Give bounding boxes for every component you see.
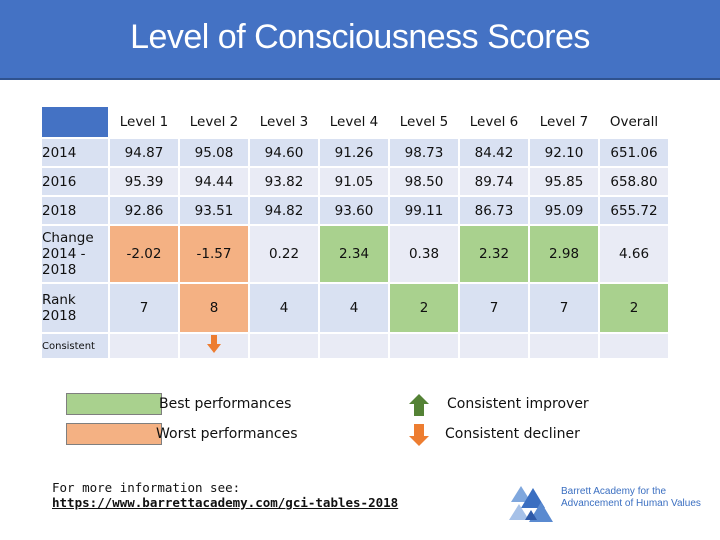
cell: 93.82 (250, 168, 318, 195)
cell: 4 (250, 284, 318, 332)
cell: 94.87 (110, 139, 178, 166)
cell (600, 334, 668, 358)
logo-text: Barrett Academy for the Advancement of H… (561, 486, 701, 510)
title-bar (0, 0, 720, 80)
cell: 94.82 (250, 197, 318, 224)
cell: 93.60 (320, 197, 388, 224)
row-label: Change 2014 - 2018 (42, 226, 108, 282)
cell: 651.06 (600, 139, 668, 166)
cell: 94.60 (250, 139, 318, 166)
footer: For more information see: https://www.ba… (52, 480, 398, 510)
cell: 655.72 (600, 197, 668, 224)
col-header: Level 5 (399, 114, 449, 130)
worst-swatch (66, 423, 162, 445)
header-row: Level 1 Level 2 Level 3 Level 4 Level 5 … (42, 107, 668, 137)
best-legend-label: Best performances (159, 396, 292, 412)
table-row: 2016 95.39 94.44 93.82 91.05 98.50 89.74… (42, 168, 668, 195)
cell (250, 334, 318, 358)
row-label: 2016 (42, 168, 108, 195)
cell: 95.39 (110, 168, 178, 195)
row-label: Consistent (42, 334, 108, 358)
cell: 2.34 (320, 226, 388, 282)
logo-line-1: Barrett Academy for the (561, 486, 667, 497)
cell: 93.51 (180, 197, 248, 224)
improver-arrow-icon (409, 394, 429, 416)
scores-table: Level 1 Level 2 Level 3 Level 4 Level 5 … (40, 105, 670, 360)
cell: 7 (460, 284, 528, 332)
cell: 99.11 (390, 197, 458, 224)
table-row: 2018 92.86 93.51 94.82 93.60 99.11 86.73… (42, 197, 668, 224)
cell: -2.02 (110, 226, 178, 282)
cell: 658.80 (600, 168, 668, 195)
footer-link[interactable]: https://www.barrettacademy.com/gci-table… (52, 495, 399, 510)
cell: 95.08 (180, 139, 248, 166)
cell: 94.44 (180, 168, 248, 195)
cell: 98.50 (390, 168, 458, 195)
logo-mark-icon (509, 486, 553, 522)
col-header: Overall (609, 114, 659, 130)
cell: 4.66 (600, 226, 668, 282)
worst-legend-label: Worst performances (156, 426, 298, 442)
cell (530, 334, 598, 358)
cell: 2 (390, 284, 458, 332)
col-header: Level 6 (469, 114, 519, 130)
cell: 89.74 (460, 168, 528, 195)
table-row: Change 2014 - 2018 -2.02 -1.57 0.22 2.34… (42, 226, 668, 282)
cell: 91.26 (320, 139, 388, 166)
cell: 91.05 (320, 168, 388, 195)
row-label: Rank 2018 (42, 284, 108, 332)
corner-cell (42, 107, 108, 137)
improver-legend-label: Consistent improver (447, 396, 589, 412)
cell (320, 334, 388, 358)
col-header: Level 1 (119, 114, 169, 130)
cell: 7 (110, 284, 178, 332)
cell: 7 (530, 284, 598, 332)
footer-text: For more information see: (52, 480, 241, 495)
table-row: Rank 2018 7 8 4 4 2 7 7 2 (42, 284, 668, 332)
table-row: Consistent (42, 334, 668, 358)
cell: 4 (320, 284, 388, 332)
table-row: 2014 94.87 95.08 94.60 91.26 98.73 84.42… (42, 139, 668, 166)
cell: 0.38 (390, 226, 458, 282)
cell: -1.57 (180, 226, 248, 282)
barrett-logo: Barrett Academy for the Advancement of H… (505, 478, 715, 538)
cell: 2 (600, 284, 668, 332)
col-header: Level 7 (539, 114, 589, 130)
cell: 2.98 (530, 226, 598, 282)
cell (110, 334, 178, 358)
cell: 92.86 (110, 197, 178, 224)
best-swatch (66, 393, 162, 415)
cell: 0.22 (250, 226, 318, 282)
row-label: 2014 (42, 139, 108, 166)
cell: 2.32 (460, 226, 528, 282)
col-header: Level 2 (189, 114, 239, 130)
col-header: Level 4 (329, 114, 379, 130)
cell: 84.42 (460, 139, 528, 166)
cell: 8 (180, 284, 248, 332)
decliner-legend-label: Consistent decliner (445, 426, 580, 442)
decliner-arrow-icon (207, 335, 221, 353)
cell (390, 334, 458, 358)
row-label: 2018 (42, 197, 108, 224)
cell: 95.85 (530, 168, 598, 195)
cell: 98.73 (390, 139, 458, 166)
col-header: Level 3 (259, 114, 309, 130)
page-title: Level of Consciousness Scores (130, 18, 590, 56)
logo-line-2: Advancement of Human Values (561, 498, 701, 509)
cell: 92.10 (530, 139, 598, 166)
cell (180, 334, 248, 358)
cell: 86.73 (460, 197, 528, 224)
cell (460, 334, 528, 358)
cell: 95.09 (530, 197, 598, 224)
decliner-legend-arrow-icon (409, 424, 429, 446)
